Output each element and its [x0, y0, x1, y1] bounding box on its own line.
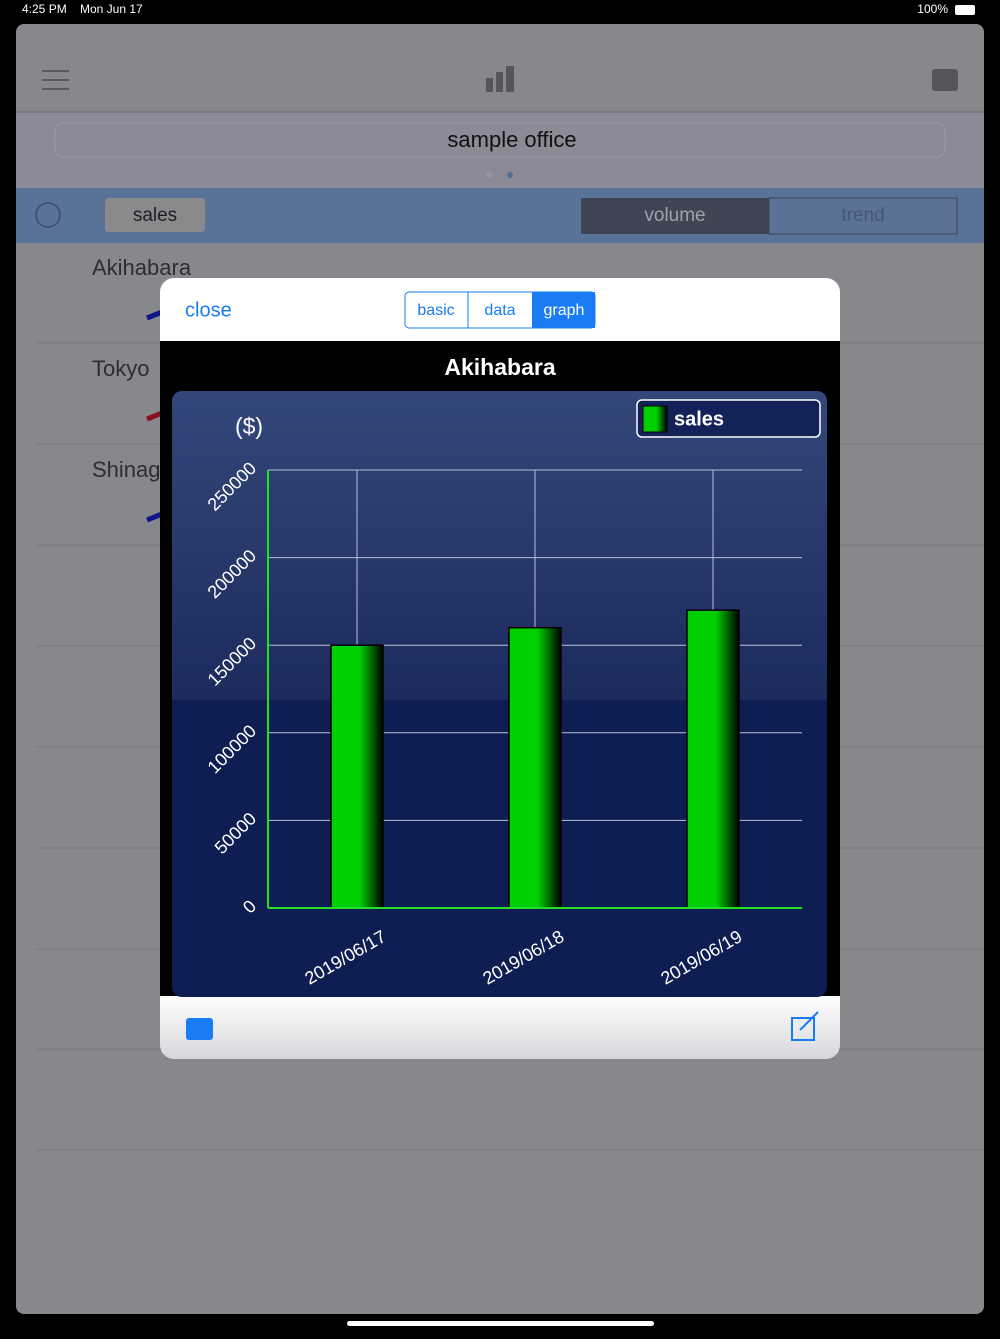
segment[interactable]: graph — [544, 302, 585, 319]
y-axis-label: ($) — [235, 413, 263, 439]
row-label: Tokyo — [92, 356, 149, 381]
row-label: Shinag — [92, 457, 161, 482]
add-button[interactable] — [35, 202, 61, 228]
title-box — [54, 122, 946, 158]
status-time: 4:25 PM — [22, 2, 67, 16]
bar — [330, 644, 384, 909]
segment[interactable]: data — [484, 302, 515, 319]
row-line — [146, 309, 163, 321]
close-button[interactable]: close — [185, 299, 232, 321]
briefcase-icon[interactable] — [932, 69, 958, 91]
chart-icon[interactable] — [486, 66, 514, 92]
bar — [508, 626, 562, 909]
segment[interactable]: basic — [417, 302, 454, 319]
row-label: Akihabara — [92, 255, 192, 280]
chart-panel-gloss — [172, 391, 827, 700]
metric-label: sales — [133, 205, 177, 226]
tab-label: trend — [841, 205, 884, 226]
office-title: sample office — [447, 127, 576, 152]
row-line — [146, 410, 163, 422]
menu-icon[interactable] — [42, 70, 69, 90]
metric-button[interactable] — [105, 198, 205, 232]
status-date: Mon Jun 17 — [80, 2, 143, 16]
legend-box — [636, 399, 821, 438]
chart-title: Akihabara — [444, 354, 555, 380]
status-battery: 100% — [917, 2, 948, 16]
page-dot — [486, 172, 492, 178]
briefcase-button[interactable] — [186, 1018, 213, 1040]
legend-label: sales — [674, 408, 724, 430]
home-indicator — [347, 1321, 654, 1326]
row-line — [146, 511, 163, 523]
legend-swatch — [642, 405, 668, 433]
tab-label: volume — [644, 205, 705, 226]
tab[interactable] — [768, 197, 958, 235]
battery-icon — [955, 5, 975, 15]
page-dot — [507, 172, 513, 178]
edit-button[interactable] — [791, 1011, 819, 1041]
header-bar — [16, 113, 984, 188]
tab-selected[interactable] — [581, 198, 769, 234]
bar — [686, 609, 740, 909]
modal-footer — [160, 996, 840, 1059]
segment-selected[interactable] — [532, 292, 595, 328]
